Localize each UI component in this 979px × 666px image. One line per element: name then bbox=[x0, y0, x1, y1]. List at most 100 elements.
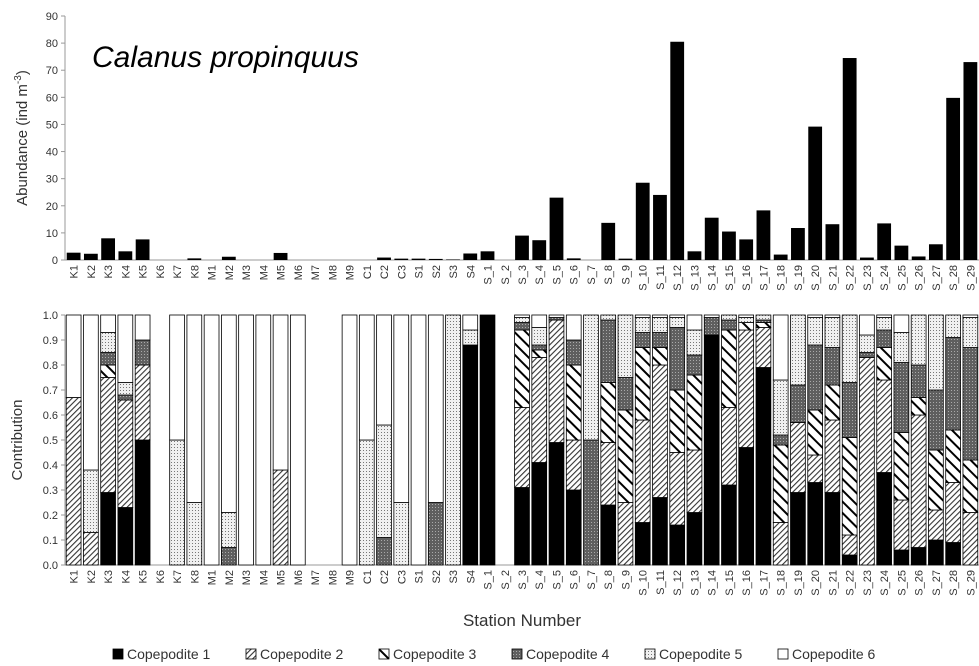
bar bbox=[946, 97, 961, 261]
bar-segment bbox=[703, 317, 720, 336]
bar-segment bbox=[100, 364, 116, 378]
bar-segment bbox=[824, 314, 841, 318]
bar-segment bbox=[221, 512, 237, 548]
bar-segment bbox=[910, 314, 927, 366]
bar bbox=[877, 223, 892, 260]
x-tick-label: S_11 bbox=[655, 265, 667, 290]
x-tick-label: S_20 bbox=[810, 570, 822, 596]
x-tick-label: S_13 bbox=[689, 570, 701, 596]
bar-segment bbox=[790, 384, 806, 423]
bar-segment bbox=[738, 447, 755, 566]
x-tick-label: C2 bbox=[379, 265, 391, 279]
x-tick-label: S_28 bbox=[948, 265, 960, 291]
bar-segment bbox=[703, 314, 720, 318]
bar-segment bbox=[721, 407, 737, 486]
bar-segment bbox=[841, 382, 858, 438]
bar-segment bbox=[790, 492, 806, 566]
x-tick-label: M9 bbox=[345, 265, 357, 280]
x-tick-label: S_17 bbox=[758, 570, 770, 596]
bar-segment bbox=[514, 314, 530, 318]
x-tick-label: S_10 bbox=[638, 265, 650, 291]
x-tick-label: S_12 bbox=[672, 570, 684, 596]
bar bbox=[66, 252, 81, 260]
bar-segment bbox=[186, 502, 203, 566]
x-tick-label: K5 bbox=[138, 570, 150, 583]
bar bbox=[566, 258, 581, 260]
bar bbox=[135, 239, 150, 260]
x-tick-label: S_10 bbox=[638, 570, 650, 596]
bar-segment bbox=[945, 429, 961, 483]
y-tick-label: 1.0 bbox=[43, 310, 58, 322]
legend-swatch bbox=[245, 648, 257, 660]
x-axis-label: Station Number bbox=[463, 611, 581, 630]
x-tick-label: S_16 bbox=[741, 265, 753, 291]
bar-segment bbox=[221, 314, 237, 513]
bar-segment bbox=[255, 314, 272, 566]
y-tick-label: 0.5 bbox=[43, 435, 58, 447]
bar bbox=[808, 126, 823, 260]
bar bbox=[428, 258, 443, 260]
bar-segment bbox=[358, 439, 375, 566]
bar bbox=[618, 258, 633, 260]
bar-segment bbox=[462, 314, 479, 331]
bar-segment bbox=[289, 314, 306, 566]
x-tick-label: M1 bbox=[207, 570, 219, 585]
bar bbox=[687, 251, 702, 260]
bar bbox=[446, 259, 460, 260]
x-tick-label: S_6 bbox=[569, 265, 581, 285]
bar-segment bbox=[652, 347, 668, 366]
bar-segment bbox=[652, 314, 668, 318]
x-tick-label: S_20 bbox=[810, 265, 822, 291]
bar-segment bbox=[583, 439, 599, 566]
bar-segment bbox=[169, 314, 185, 441]
bar-segment bbox=[462, 344, 479, 566]
x-tick-label: S_21 bbox=[827, 265, 839, 291]
legend: Copepodite 1 Copepodite 2 Copepodite 3 Cope… bbox=[112, 646, 876, 662]
x-tick-label: S_1 bbox=[483, 265, 495, 285]
bar bbox=[670, 41, 685, 260]
bar bbox=[842, 58, 857, 261]
bar-segment bbox=[686, 329, 703, 356]
x-tick-label: K8 bbox=[189, 570, 201, 583]
bar-segment bbox=[445, 314, 461, 566]
x-tick-label: S3 bbox=[448, 570, 460, 583]
x-tick-label: S_8 bbox=[603, 570, 615, 590]
bar-segment bbox=[272, 469, 289, 566]
bar bbox=[601, 222, 616, 260]
bar-segment bbox=[893, 332, 910, 363]
x-tick-label: S_2 bbox=[500, 265, 512, 285]
legend-swatch bbox=[378, 648, 390, 660]
x-tick-label: S_3 bbox=[517, 265, 529, 285]
bar-segment bbox=[807, 454, 823, 483]
bar bbox=[101, 238, 116, 260]
bar-segment bbox=[169, 439, 185, 566]
x-tick-label: C3 bbox=[396, 570, 408, 584]
bar-segment bbox=[600, 314, 617, 321]
x-tick-label: S_22 bbox=[845, 570, 857, 596]
x-tick-label: S_6 bbox=[569, 570, 581, 590]
bar-segment bbox=[669, 452, 686, 526]
bar-segment bbox=[876, 472, 892, 566]
bar-segment bbox=[652, 497, 668, 566]
x-tick-label: M3 bbox=[241, 265, 253, 280]
bar-segment bbox=[755, 314, 772, 321]
bar-segment bbox=[824, 317, 841, 348]
bar-segment bbox=[65, 397, 82, 566]
y-axis-label: Abundance (ind m-3) bbox=[13, 70, 31, 206]
bar-segment bbox=[634, 419, 651, 523]
bar-segment bbox=[893, 499, 910, 551]
bar-segment bbox=[669, 389, 686, 453]
bar-segment bbox=[893, 314, 910, 333]
x-tick-label: K4 bbox=[120, 265, 132, 278]
y-tick-label: 90 bbox=[46, 11, 58, 23]
bar bbox=[860, 257, 874, 260]
x-tick-label: K1 bbox=[69, 570, 81, 583]
x-tick-label: S_23 bbox=[862, 265, 874, 291]
x-tick-label: S_14 bbox=[707, 265, 719, 291]
x-tick-label: S_12 bbox=[672, 265, 684, 291]
bar-segment bbox=[893, 432, 910, 501]
y-tick-label: 20 bbox=[46, 201, 58, 213]
bar-segment bbox=[565, 364, 582, 441]
bar-segment bbox=[755, 327, 772, 368]
x-tick-label: S_25 bbox=[896, 265, 908, 291]
